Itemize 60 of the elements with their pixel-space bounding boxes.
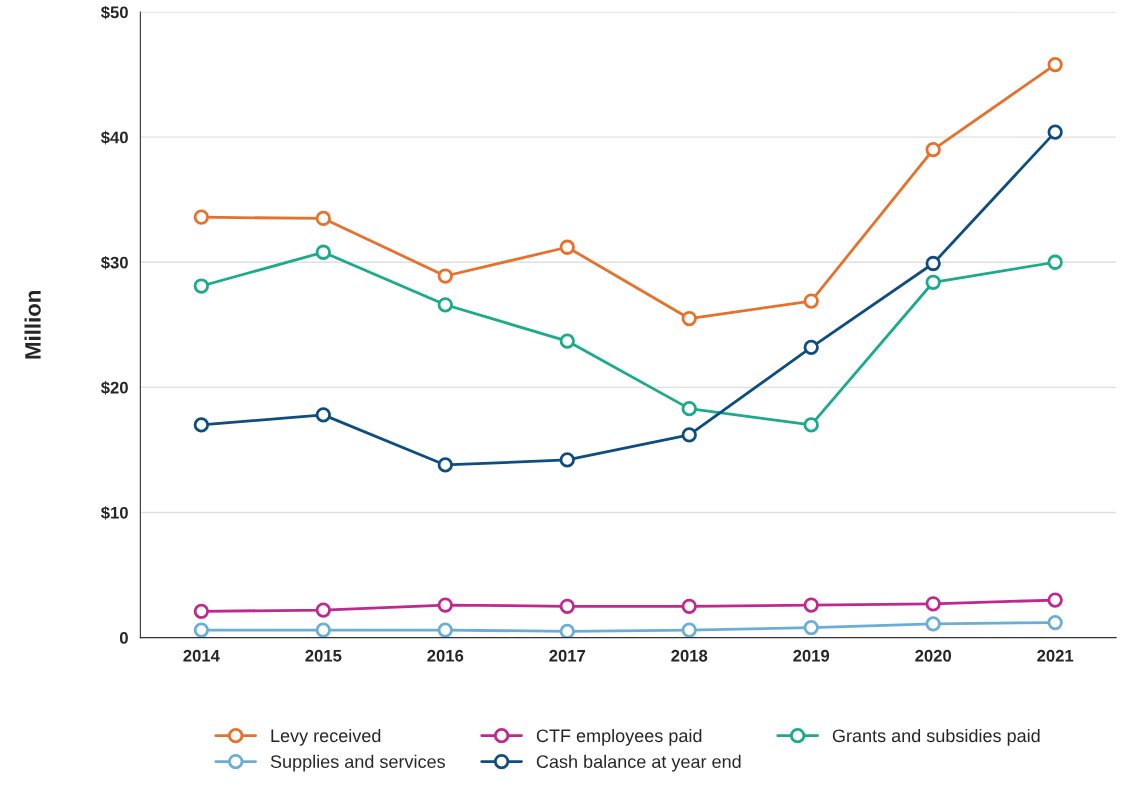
point — [803, 293, 819, 309]
x-tick-label: 2016 — [427, 649, 464, 662]
point — [193, 603, 209, 619]
y-tick-label: $50 — [100, 5, 128, 20]
point — [559, 239, 575, 255]
point — [925, 596, 941, 612]
x-tick-label: 2015 — [305, 649, 342, 662]
point — [681, 427, 697, 443]
point — [681, 310, 697, 327]
point — [803, 417, 819, 433]
point — [559, 452, 575, 468]
point — [925, 616, 941, 632]
y-tick-label: $20 — [100, 381, 128, 395]
point — [193, 209, 209, 225]
legend-label: Cash balance at year end — [536, 754, 741, 772]
point — [559, 598, 575, 614]
point — [559, 333, 575, 349]
point — [803, 339, 819, 355]
point — [803, 619, 819, 636]
point — [315, 622, 331, 638]
point — [803, 597, 819, 613]
legend-label: Supplies and services — [270, 754, 445, 772]
y-tick-label: $30 — [100, 255, 128, 270]
x-tick-label: 2017 — [549, 649, 586, 662]
point — [925, 255, 941, 272]
point — [1047, 614, 1063, 631]
legend-label: Levy received — [271, 728, 381, 746]
point — [193, 622, 209, 638]
legend-label: Grants and subsidies paid — [832, 728, 1040, 746]
point — [315, 602, 331, 618]
point — [925, 274, 941, 290]
point — [681, 400, 697, 417]
x-tick-label: 2021 — [1037, 649, 1074, 662]
point — [437, 622, 453, 638]
legend-label: CTF employees paid — [536, 728, 702, 746]
point — [1047, 254, 1063, 270]
point — [437, 457, 453, 473]
x-tick-label: 2018 — [671, 649, 708, 662]
point — [437, 297, 453, 313]
point — [193, 417, 209, 433]
y-tick-label: $10 — [100, 506, 128, 520]
point — [1047, 124, 1063, 140]
point — [315, 407, 331, 423]
x-tick-label: 2014 — [183, 649, 220, 662]
point — [559, 623, 575, 638]
point — [315, 210, 331, 227]
point — [193, 278, 209, 294]
point — [437, 597, 453, 613]
point — [1047, 592, 1063, 608]
y-axis-title: Million — [24, 291, 41, 359]
point — [925, 142, 941, 158]
x-tick-label: 2020 — [915, 649, 952, 662]
y-tick-label: 0 — [119, 631, 128, 644]
y-tick-label: $40 — [100, 130, 128, 145]
point — [681, 622, 697, 638]
point — [681, 598, 697, 614]
point — [437, 268, 453, 284]
point — [1047, 56, 1063, 73]
point — [315, 244, 331, 260]
x-tick-label: 2019 — [793, 649, 830, 662]
